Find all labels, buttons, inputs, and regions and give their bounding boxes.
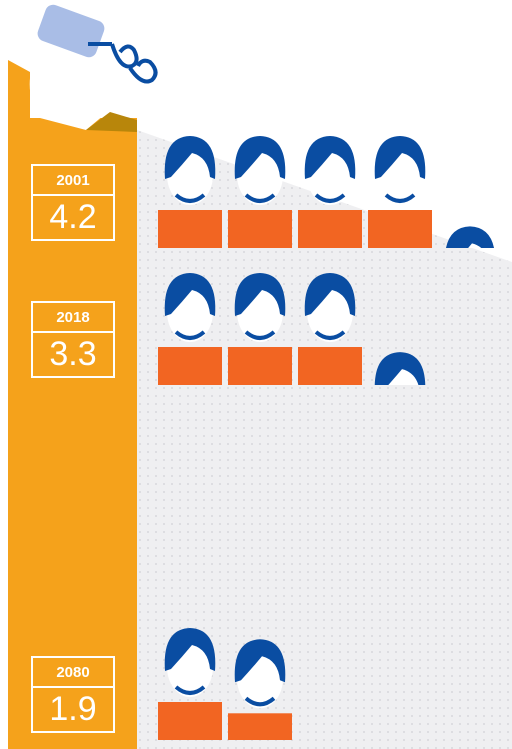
year-label: 2001	[56, 172, 89, 189]
value-label: 3.3	[49, 335, 96, 373]
body	[368, 210, 432, 248]
body	[228, 347, 292, 385]
body	[158, 347, 222, 385]
body	[298, 347, 362, 385]
infographic: 2001 4.2 2018 3.3 2080 1.9	[0, 0, 512, 749]
person-icon	[368, 136, 432, 248]
body	[298, 210, 362, 248]
body	[158, 210, 222, 248]
year-label: 2080	[56, 664, 89, 681]
value-label: 1.9	[49, 690, 96, 728]
value-label: 4.2	[49, 198, 96, 236]
body	[158, 702, 222, 740]
telescope-icon	[8, 3, 156, 749]
body	[228, 210, 292, 248]
year-label: 2018	[56, 309, 89, 326]
